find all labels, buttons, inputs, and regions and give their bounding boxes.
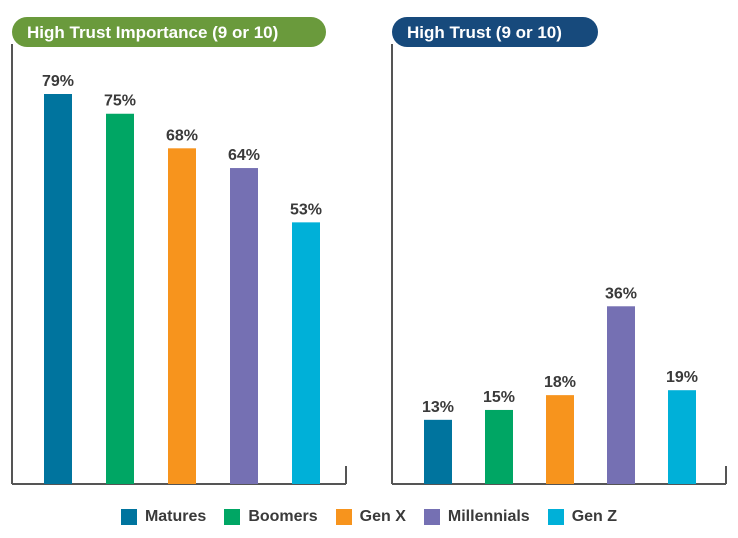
chart-title: High Trust Importance (9 or 10) bbox=[27, 23, 278, 42]
data-label-gen-x: 18% bbox=[544, 374, 576, 391]
bar-gen-z bbox=[292, 222, 320, 484]
legend-label: Millennials bbox=[447, 508, 530, 525]
data-label-gen-z: 53% bbox=[290, 201, 322, 218]
bar-matures bbox=[424, 419, 452, 484]
data-label-matures: 79% bbox=[42, 73, 74, 90]
legend-item-gen-x: Gen X bbox=[335, 508, 406, 526]
data-label-gen-z: 19% bbox=[666, 369, 698, 386]
bar-gen-z bbox=[668, 390, 696, 484]
bar-matures bbox=[44, 94, 72, 484]
bar-boomers bbox=[485, 409, 513, 484]
legend-swatch bbox=[423, 509, 440, 525]
data-label-gen-x: 68% bbox=[166, 127, 198, 144]
legend-item-matures: Matures bbox=[120, 508, 207, 526]
chart-title: High Trust (9 or 10) bbox=[407, 23, 562, 42]
title-pill-importance bbox=[12, 17, 326, 47]
data-label-millennials: 36% bbox=[605, 285, 637, 302]
title-pill-trust bbox=[392, 17, 598, 47]
legend-label: Gen Z bbox=[571, 508, 618, 525]
legend-item-gen-z: Gen Z bbox=[547, 508, 618, 526]
legend-label: Boomers bbox=[248, 508, 318, 525]
data-label-boomers: 15% bbox=[483, 389, 515, 406]
bar-millennials bbox=[230, 168, 258, 484]
bar-gen-x bbox=[168, 148, 196, 484]
legend: Matures Boomers Gen X Millennials Gen Z bbox=[0, 505, 738, 529]
legend-swatch bbox=[547, 509, 564, 525]
legend-item-millennials: Millennials bbox=[423, 508, 530, 526]
bar-millennials bbox=[607, 306, 635, 484]
legend-swatch bbox=[120, 509, 137, 525]
bar-gen-x bbox=[546, 395, 574, 484]
bar-boomers bbox=[106, 113, 134, 485]
data-label-millennials: 64% bbox=[228, 147, 260, 164]
data-label-matures: 13% bbox=[422, 399, 454, 416]
legend-label: Matures bbox=[144, 508, 207, 525]
legend-item-boomers: Boomers bbox=[224, 508, 318, 526]
legend-swatch bbox=[335, 509, 352, 525]
legend-label: Gen X bbox=[359, 508, 406, 525]
legend-swatch bbox=[224, 509, 241, 525]
data-label-boomers: 75% bbox=[104, 93, 136, 110]
